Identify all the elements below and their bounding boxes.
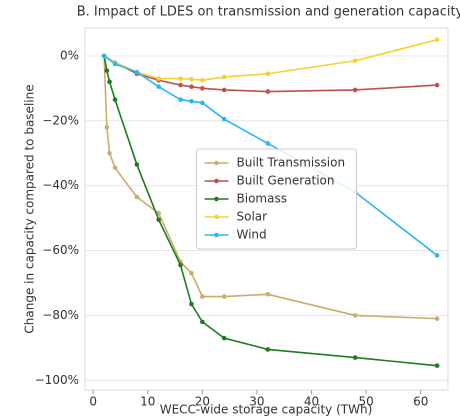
data-point: [178, 82, 183, 88]
legend-label: Solar: [237, 210, 268, 224]
data-point: [107, 79, 112, 85]
data-point: [265, 292, 271, 297]
data-point: [265, 141, 271, 146]
data-point: [104, 68, 110, 73]
data-point: [221, 74, 227, 80]
data-point: [134, 69, 140, 75]
data-point: [156, 210, 161, 216]
x-axis-label: WECC-wide storage capacity (TWh): [160, 403, 373, 417]
data-point: [112, 97, 118, 102]
data-point: [200, 294, 205, 299]
data-point: [221, 87, 227, 93]
y-tick-label: −80%: [42, 308, 79, 322]
data-point: [101, 53, 107, 59]
data-point: [156, 217, 161, 223]
data-point: [352, 313, 358, 318]
data-point: [134, 162, 140, 167]
data-point: [178, 97, 183, 102]
y-tick-label: −60%: [42, 243, 79, 257]
data-point: [189, 301, 194, 307]
y-axis-label: Change in capacity compared to baseline: [23, 84, 37, 333]
data-point: [156, 76, 161, 81]
legend-label: Built Generation: [237, 174, 335, 188]
data-point: [134, 194, 140, 200]
data-point: [178, 262, 183, 268]
data-point: [200, 86, 205, 91]
data-point: [265, 89, 271, 94]
legend-label: Biomass: [237, 192, 287, 206]
data-point: [352, 58, 358, 64]
data-point: [189, 99, 194, 104]
legend-marker: [214, 178, 219, 184]
data-point: [189, 76, 194, 82]
data-point: [200, 100, 205, 106]
chart-title: B. Impact of LDES on transmission and ge…: [77, 5, 460, 20]
data-point: [178, 76, 183, 81]
data-point: [434, 82, 440, 88]
data-point: [112, 165, 118, 171]
data-point: [221, 294, 227, 299]
data-point: [352, 87, 358, 93]
data-point: [104, 124, 110, 130]
data-point: [112, 61, 118, 67]
legend-label: Built Transmission: [237, 156, 346, 170]
y-tick-label: −40%: [42, 178, 79, 192]
x-tick-label: 20: [195, 395, 210, 409]
data-point: [107, 150, 112, 156]
x-tick-label: 0: [89, 395, 97, 409]
legend-marker: [214, 214, 219, 220]
data-point: [156, 84, 161, 90]
y-tick-label: 0%: [60, 48, 79, 62]
data-point: [221, 116, 227, 122]
data-point: [189, 84, 194, 90]
x-tick-label: 40: [304, 395, 319, 409]
data-point: [265, 347, 271, 352]
legend-marker: [214, 232, 219, 238]
data-point: [434, 37, 440, 42]
legend-box: [196, 148, 357, 250]
data-point: [265, 71, 271, 77]
x-tick-label: 30: [249, 395, 264, 409]
data-point: [189, 270, 194, 276]
data-point: [352, 355, 358, 360]
data-point: [200, 319, 205, 325]
data-point: [434, 363, 440, 368]
data-point: [221, 335, 227, 341]
y-tick-label: −100%: [35, 373, 79, 387]
x-tick-label: 50: [358, 395, 373, 409]
x-tick-label: 60: [413, 395, 428, 409]
data-point: [200, 77, 205, 83]
y-tick-label: −20%: [42, 113, 79, 127]
legend-marker: [214, 160, 219, 166]
data-point: [434, 316, 440, 321]
legend-marker: [214, 196, 219, 202]
legend-label: Wind: [237, 228, 267, 242]
x-tick-label: 10: [140, 395, 155, 409]
data-point: [434, 253, 440, 258]
